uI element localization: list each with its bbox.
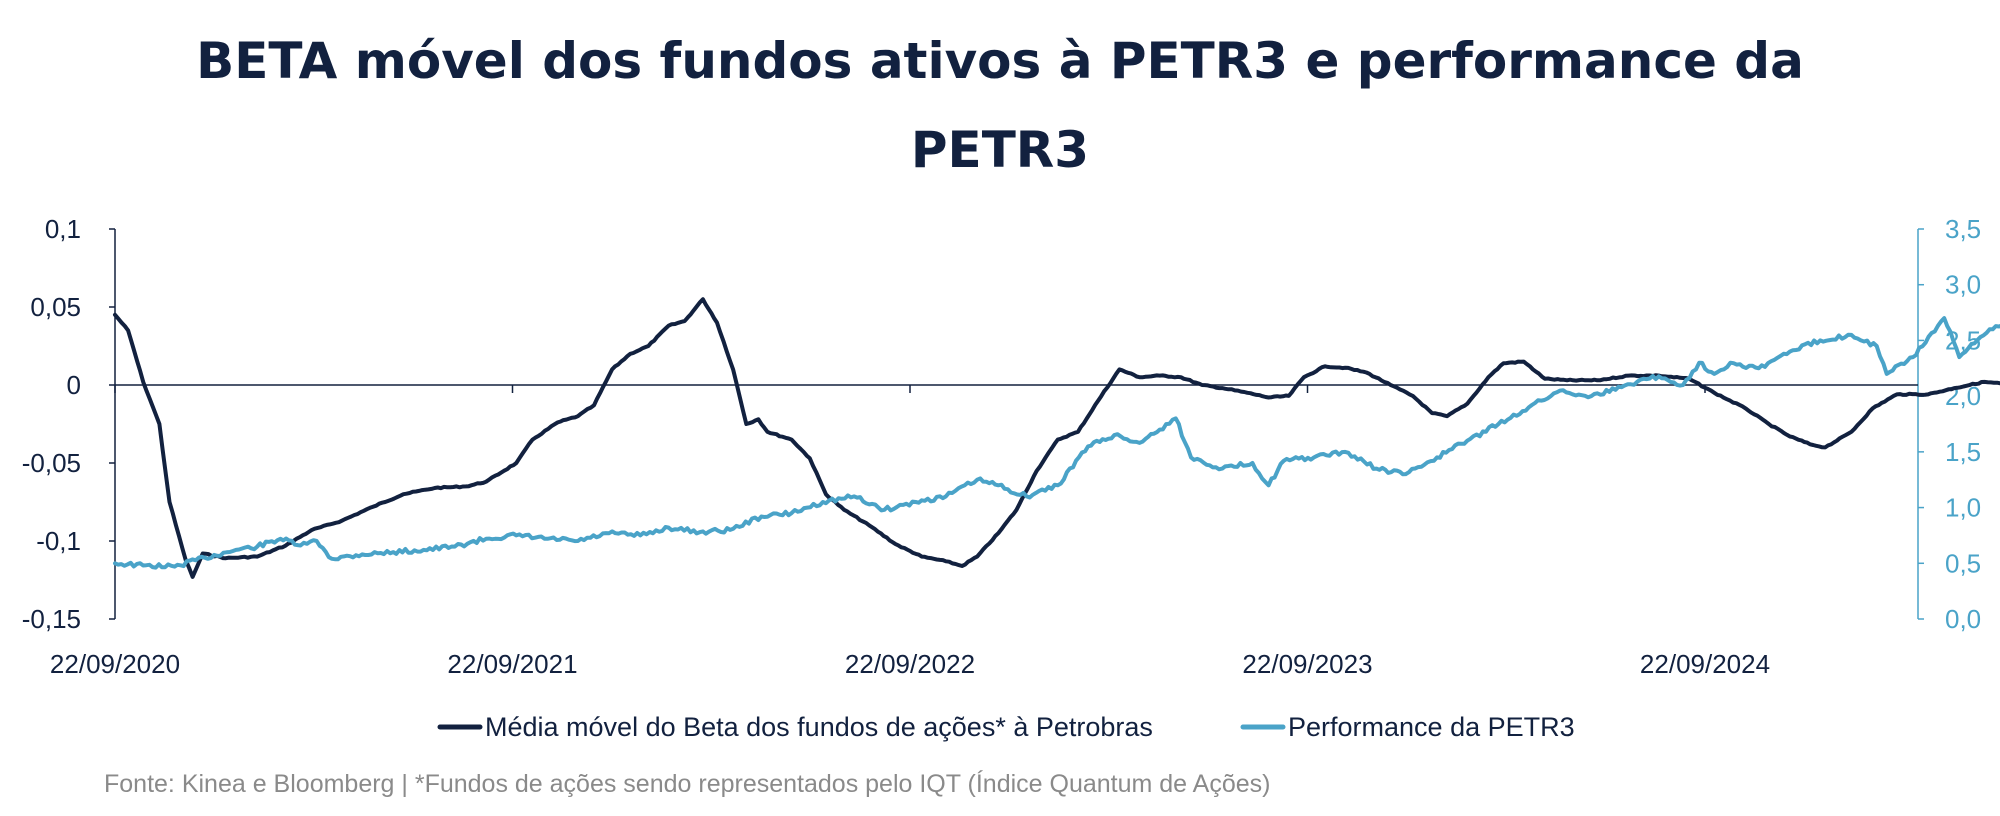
left-axis-tick-label: -0,15 (22, 604, 81, 634)
x-axis-tick-label: 22/09/2021 (447, 649, 577, 679)
x-axis-tick-label: 22/09/2023 (1242, 649, 1372, 679)
legend-label: Média móvel do Beta dos fundos de ações*… (485, 712, 1153, 742)
left-axis-tick-label: -0,1 (36, 526, 81, 556)
footnote: Fonte: Kinea e Bloomberg | *Fundos de aç… (104, 770, 1271, 798)
right-axis-tick-label: 0,5 (1945, 548, 1981, 578)
left-axis-tick-label: 0 (67, 370, 81, 400)
x-axis-tick-label: 22/09/2024 (1640, 649, 1770, 679)
legend-label: Performance da PETR3 (1288, 712, 1575, 742)
left-axis-tick-label: -0,05 (22, 448, 81, 478)
right-axis-tick-label: 1,0 (1945, 493, 1981, 523)
x-axis-tick-label: 22/09/2022 (845, 649, 975, 679)
left-axis-tick-label: 0,1 (45, 214, 81, 244)
series-line-beta (113, 297, 2000, 579)
series-line-petr3 (113, 316, 2000, 570)
right-axis-tick-label: 1,5 (1945, 437, 1981, 467)
chart-title-line2: PETR3 (910, 121, 1090, 179)
right-axis-tick-label: 0,0 (1945, 604, 1981, 634)
right-axis-tick-label: 3,0 (1945, 270, 1981, 300)
right-axis-tick-label: 3,5 (1945, 214, 1981, 244)
chart-title: BETA móvel dos fundos ativos à PETR3 e p… (196, 32, 1804, 90)
x-axis-tick-label: 22/09/2020 (50, 649, 180, 679)
left-axis-tick-label: 0,05 (30, 292, 81, 322)
